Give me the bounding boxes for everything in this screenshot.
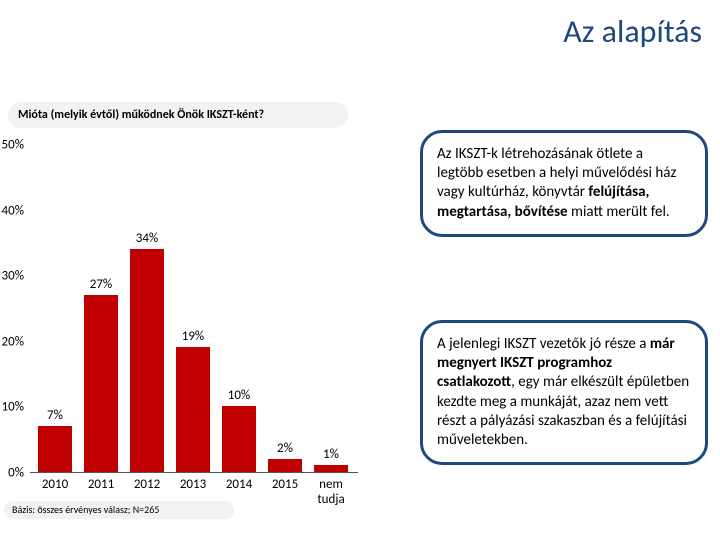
x-category-label: 2014 bbox=[216, 477, 262, 492]
bar-value-label: 19% bbox=[176, 329, 210, 344]
bar-chart: 7%27%34%19%10%2%1% 0%10%20%30%40%50% 201… bbox=[0, 145, 394, 515]
bar: 7% bbox=[38, 426, 72, 472]
y-tick-label: 10% bbox=[0, 400, 24, 415]
bar-value-label: 1% bbox=[314, 447, 348, 462]
callout-bottom: A jelenlegi IKSZT vezetők jó része a már… bbox=[420, 320, 708, 465]
y-tick-label: 40% bbox=[0, 203, 24, 218]
bar-value-label: 27% bbox=[84, 277, 118, 292]
bar: 10% bbox=[222, 406, 256, 472]
y-tick-label: 50% bbox=[0, 138, 24, 153]
bar: 1% bbox=[314, 465, 348, 472]
page-title: Az alapítás bbox=[563, 12, 702, 51]
plot-area: 7% 27% 34% 19% 10% 2% 1% bbox=[30, 145, 358, 473]
x-category-label: 2012 bbox=[124, 477, 170, 492]
y-tick-label: 20% bbox=[0, 334, 24, 349]
chart-basis: Bázis: összes érvényes válasz; N=265 bbox=[4, 501, 234, 519]
chart-question: Mióta (melyik évtől) működnek Önök IKSZT… bbox=[8, 102, 348, 128]
bar: 34% bbox=[130, 249, 164, 472]
bar: 27% bbox=[84, 295, 118, 472]
callout-top: Az IKSZT-k létrehozásának ötlete a legtö… bbox=[420, 130, 708, 237]
x-category-label: nem tudja bbox=[308, 477, 354, 507]
bar: 2% bbox=[268, 459, 302, 472]
x-category-label: 2013 bbox=[170, 477, 216, 492]
y-tick-label: 0% bbox=[0, 466, 24, 481]
bar-value-label: 34% bbox=[130, 231, 164, 246]
y-tick-label: 30% bbox=[0, 269, 24, 284]
bar-value-label: 7% bbox=[38, 408, 72, 423]
bar: 19% bbox=[176, 347, 210, 472]
x-category-label: 2015 bbox=[262, 477, 308, 492]
x-category-label: 2011 bbox=[78, 477, 124, 492]
bar-value-label: 10% bbox=[222, 388, 256, 403]
bar-value-label: 2% bbox=[268, 441, 302, 456]
x-category-label: 2010 bbox=[32, 477, 78, 492]
